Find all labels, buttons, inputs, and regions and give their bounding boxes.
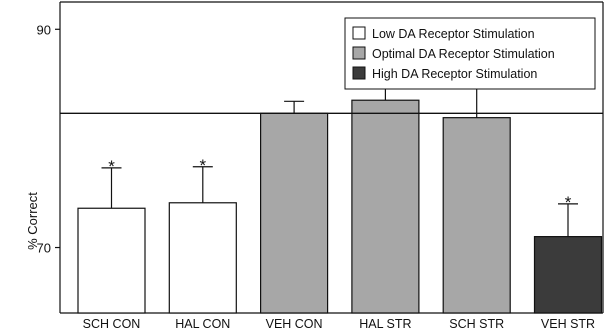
significance-marker: * [565, 193, 572, 212]
legend-swatch [352, 46, 366, 60]
legend-label: High DA Receptor Stimulation [372, 67, 537, 81]
y-tick-label: 70 [37, 241, 51, 256]
significance-marker: * [108, 157, 115, 176]
legend-label: Optimal DA Receptor Stimulation [372, 47, 555, 61]
category-label: HAL CON [175, 317, 230, 331]
category-label: SCH CON [83, 317, 141, 331]
x-axis-categories: SCH CON HAL CON VEH CON HAL STR SCH STR VEH S… [83, 317, 595, 331]
legend: Low DA Receptor Stimulation Optimal DA Re… [344, 17, 596, 90]
bar [351, 99, 420, 314]
plot-frame [59, 1, 604, 314]
category-label: HAL STR [359, 317, 411, 331]
legend-swatch [352, 26, 366, 40]
category-label: VEH STR [541, 317, 595, 331]
y-axis-label: % Correct [25, 192, 40, 250]
legend-box [344, 17, 596, 90]
significance-marker: * [199, 156, 206, 175]
bar [168, 202, 237, 314]
bar [260, 112, 329, 314]
y-tick-label: 90 [37, 22, 51, 37]
category-label: SCH STR [449, 317, 504, 331]
bars [77, 99, 603, 314]
category-label: VEH CON [266, 317, 323, 331]
bar [77, 207, 146, 314]
legend-swatch [352, 66, 366, 80]
bar [442, 117, 511, 314]
y-axis-ticks: 70 90 [37, 22, 60, 256]
bar [533, 236, 603, 314]
legend-label: Low DA Receptor Stimulation [372, 27, 535, 41]
